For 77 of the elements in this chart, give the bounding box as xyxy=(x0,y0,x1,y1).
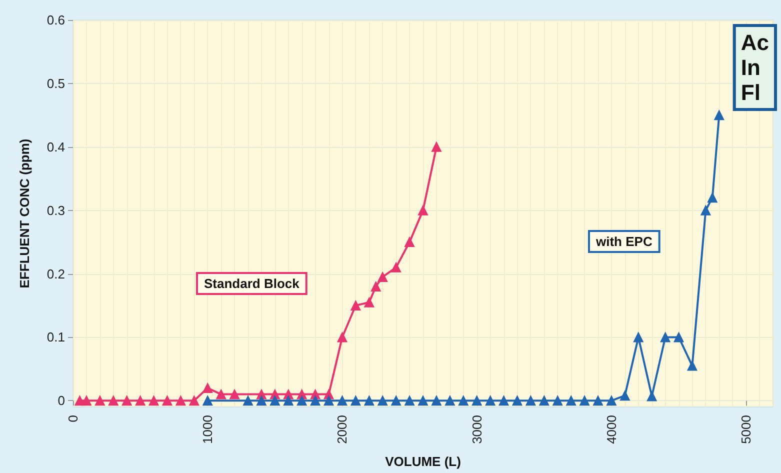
y-tick-label: 0.3 xyxy=(46,202,65,218)
point xyxy=(230,389,240,400)
point xyxy=(714,110,724,120)
point xyxy=(350,396,361,406)
point xyxy=(700,205,711,216)
point xyxy=(94,396,105,406)
point xyxy=(418,396,428,406)
x-tick-label: 2000 xyxy=(334,415,350,444)
y-tick-label: 0.5 xyxy=(46,76,65,91)
x-tick-label: 5000 xyxy=(738,415,754,444)
point xyxy=(108,396,118,406)
point xyxy=(270,396,280,406)
point xyxy=(539,396,550,406)
point xyxy=(256,396,266,406)
y-tick-label: 0 xyxy=(58,393,65,408)
y-tick-label: 0.1 xyxy=(46,330,65,345)
point xyxy=(391,396,402,406)
point xyxy=(431,396,442,406)
point xyxy=(444,396,455,406)
x-tick-label: 1000 xyxy=(200,415,216,444)
point xyxy=(418,205,428,216)
y-tick-label: 0.2 xyxy=(46,266,65,282)
point xyxy=(337,396,348,406)
point xyxy=(431,142,442,152)
x-tick-label: 4000 xyxy=(604,415,619,444)
point xyxy=(283,396,294,406)
y-tick-label: 0.6 xyxy=(46,12,65,28)
point xyxy=(458,396,468,406)
point xyxy=(296,396,307,406)
point xyxy=(620,390,630,401)
point xyxy=(646,391,657,402)
point xyxy=(350,300,361,310)
annotation: Ac In Fl xyxy=(740,30,769,105)
point xyxy=(364,396,374,406)
point xyxy=(243,396,253,406)
point xyxy=(593,396,603,406)
point xyxy=(378,272,388,282)
point xyxy=(162,396,172,406)
point xyxy=(202,396,213,406)
point xyxy=(378,396,388,406)
point xyxy=(310,396,320,406)
point xyxy=(552,396,563,406)
point xyxy=(176,396,186,406)
point xyxy=(512,396,522,406)
point xyxy=(485,396,496,406)
point xyxy=(526,396,536,406)
point xyxy=(148,396,159,406)
point xyxy=(135,396,146,406)
point xyxy=(391,262,402,272)
point xyxy=(81,396,92,406)
point xyxy=(498,396,509,406)
point xyxy=(472,396,482,406)
x-tick-label: 3000 xyxy=(469,415,484,444)
point xyxy=(633,332,644,342)
point xyxy=(202,382,213,393)
text: Standard Block xyxy=(204,276,300,291)
x-axis-title: VOLUME (L) xyxy=(385,454,461,469)
point xyxy=(566,396,576,406)
point xyxy=(364,297,374,308)
point xyxy=(687,360,698,371)
point xyxy=(337,332,348,342)
point xyxy=(580,396,590,406)
point xyxy=(660,332,670,342)
y-tick-label: 0.4 xyxy=(46,139,65,154)
y-axis-title: EFFLUENT CONC (ppm) xyxy=(17,138,32,288)
point xyxy=(404,237,415,248)
point xyxy=(324,396,334,406)
point xyxy=(189,396,200,406)
text: with EPC xyxy=(595,234,653,249)
x-tick-label: 0 xyxy=(66,415,80,422)
point xyxy=(404,396,415,406)
point xyxy=(674,332,684,342)
point xyxy=(216,389,226,400)
point xyxy=(122,396,132,406)
point xyxy=(370,281,381,292)
point xyxy=(707,192,718,203)
point xyxy=(606,396,616,406)
